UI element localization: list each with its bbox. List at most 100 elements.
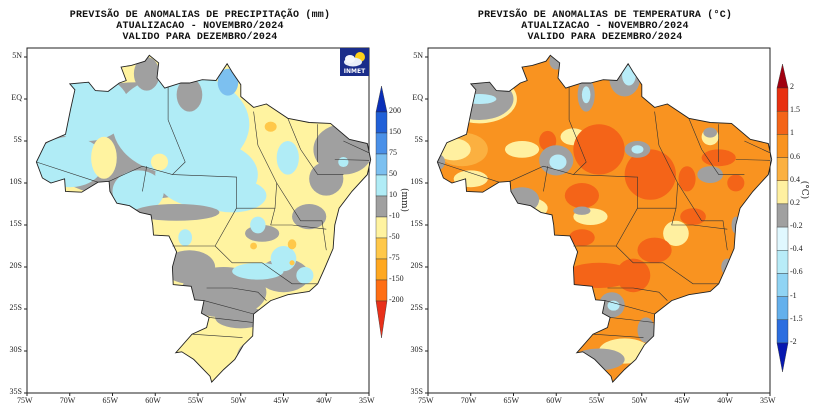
y-tick-label: 15S (410, 219, 423, 228)
x-tick-label: 75W (418, 396, 434, 405)
colorbar-label: -1 (790, 290, 797, 300)
precip-title-line-2: ATUALIZACAO - NOVEMBRO/2024 (116, 21, 284, 32)
state-border (607, 287, 668, 301)
colorbar-box (776, 87, 789, 112)
colorbar-box (375, 195, 388, 218)
temp-unit-label: (°C) (799, 180, 810, 200)
temp-title-line-3: VALIDO PARA DEZEMBRO/2024 (527, 32, 683, 43)
state-border (191, 333, 243, 338)
colorbar-top-arrow (375, 85, 388, 113)
colorbar-box (776, 273, 789, 297)
y-tick-label: 35S (9, 387, 22, 396)
y-tick-label: 35S (410, 387, 423, 396)
anomaly-region (697, 166, 723, 184)
colorbar-label: 50 (389, 169, 397, 178)
y-tick-label: 10S (410, 177, 423, 186)
anomaly-region (150, 153, 169, 171)
anomaly-region (581, 86, 591, 104)
cloud-sun-icon (344, 52, 365, 67)
state-border (108, 86, 186, 182)
anomaly-region (549, 154, 567, 170)
state-border (688, 118, 745, 175)
anomaly-region (250, 216, 266, 234)
country-border (436, 54, 773, 383)
y-tick-label: 20S (9, 261, 22, 270)
anomaly-region (616, 258, 651, 293)
x-tick-label: 60W (145, 396, 161, 405)
anomaly-region (270, 246, 297, 272)
anomaly-region (296, 267, 314, 284)
colorbar-label: 1 (790, 128, 794, 138)
state-border (203, 300, 254, 315)
inmet-logo: INMET (340, 48, 369, 76)
state-border (744, 140, 771, 154)
anomaly-region (289, 260, 295, 266)
x-tick-label: 40W (316, 396, 332, 405)
colorbar-label: 0.2 (790, 197, 800, 207)
state-border (509, 86, 587, 182)
state-border (343, 140, 370, 154)
colorbar-label: -50 (389, 232, 400, 241)
precip-title: PREVISÃO DE ANOMALIAS DE PRECIPITAÇÃO (m… (0, 10, 400, 43)
state-border (142, 166, 147, 192)
anomaly-region (198, 178, 267, 213)
anomaly-region (703, 127, 717, 138)
y-tick-label: 10S (9, 177, 22, 186)
y-tick-label: 30S (410, 345, 423, 354)
state-border (270, 208, 327, 230)
state-border (206, 287, 267, 301)
anomaly-region (232, 262, 284, 280)
anomaly-region (631, 145, 644, 154)
state-border (735, 159, 771, 161)
anomaly-region (637, 237, 672, 263)
colorbar-box (776, 157, 789, 181)
x-tick-label: 65W (102, 396, 119, 405)
colorbar-label: -150 (389, 274, 404, 283)
colorbar-label: 0.6 (790, 151, 800, 161)
state-border (287, 118, 344, 175)
anomaly-region (250, 242, 257, 250)
temp-title: PREVISÃO DE ANOMALIAS DE TEMPERATURA (°C… (405, 10, 805, 43)
precip-colorbar (375, 85, 388, 339)
state-border (334, 159, 370, 161)
x-tick-label: 65W (503, 396, 520, 405)
state-border (36, 161, 99, 183)
colorbar-label: -75 (389, 253, 400, 262)
x-tick-label: 35W (760, 396, 776, 405)
colorbar-box (375, 216, 388, 239)
colorbar-box (375, 258, 388, 281)
state-border (437, 161, 500, 183)
colorbar-label: 75 (389, 148, 397, 157)
x-tick-label: 35W (359, 396, 375, 405)
anomaly-region (680, 208, 706, 226)
y-tick-label: EQ (412, 93, 423, 102)
precip-title-line-1: PREVISÃO DE ANOMALIAS DE PRECIPITAÇÃO (m… (69, 10, 331, 21)
state-border (610, 317, 654, 323)
anomaly-region (569, 229, 595, 247)
colorbar-label: -0.2 (790, 221, 803, 231)
precip-unit-label: (mm) (399, 187, 410, 213)
colorbar-label: 2 (790, 82, 794, 91)
anomaly-region (133, 57, 160, 91)
x-tick-label: 60W (546, 396, 562, 405)
x-tick-label: 50W (230, 396, 247, 405)
colorbar-box (776, 110, 789, 135)
y-tick-label: 5S (13, 135, 22, 144)
x-tick-label: 45W (273, 396, 290, 405)
anomaly-region (292, 204, 327, 230)
anomaly-region (36, 136, 104, 188)
colorbar-label: -0.4 (790, 244, 803, 254)
temp-anomaly-map (425, 47, 773, 396)
colorbar-box (776, 180, 789, 205)
colorbar-label: -0.6 (790, 267, 803, 277)
anomaly-region (91, 136, 117, 179)
colorbar-box (375, 132, 388, 155)
anomaly-region (276, 141, 299, 175)
y-tick-label: 5N (12, 51, 22, 60)
state-border (214, 245, 318, 285)
anomaly-region (178, 229, 193, 247)
temp-colorbar (776, 63, 789, 373)
x-tick-label: 55W (188, 396, 204, 405)
colorbar-box (375, 279, 388, 302)
temp-title-line-1: PREVISÃO DE ANOMALIAS DE TEMPERATURA (°C… (477, 10, 733, 21)
